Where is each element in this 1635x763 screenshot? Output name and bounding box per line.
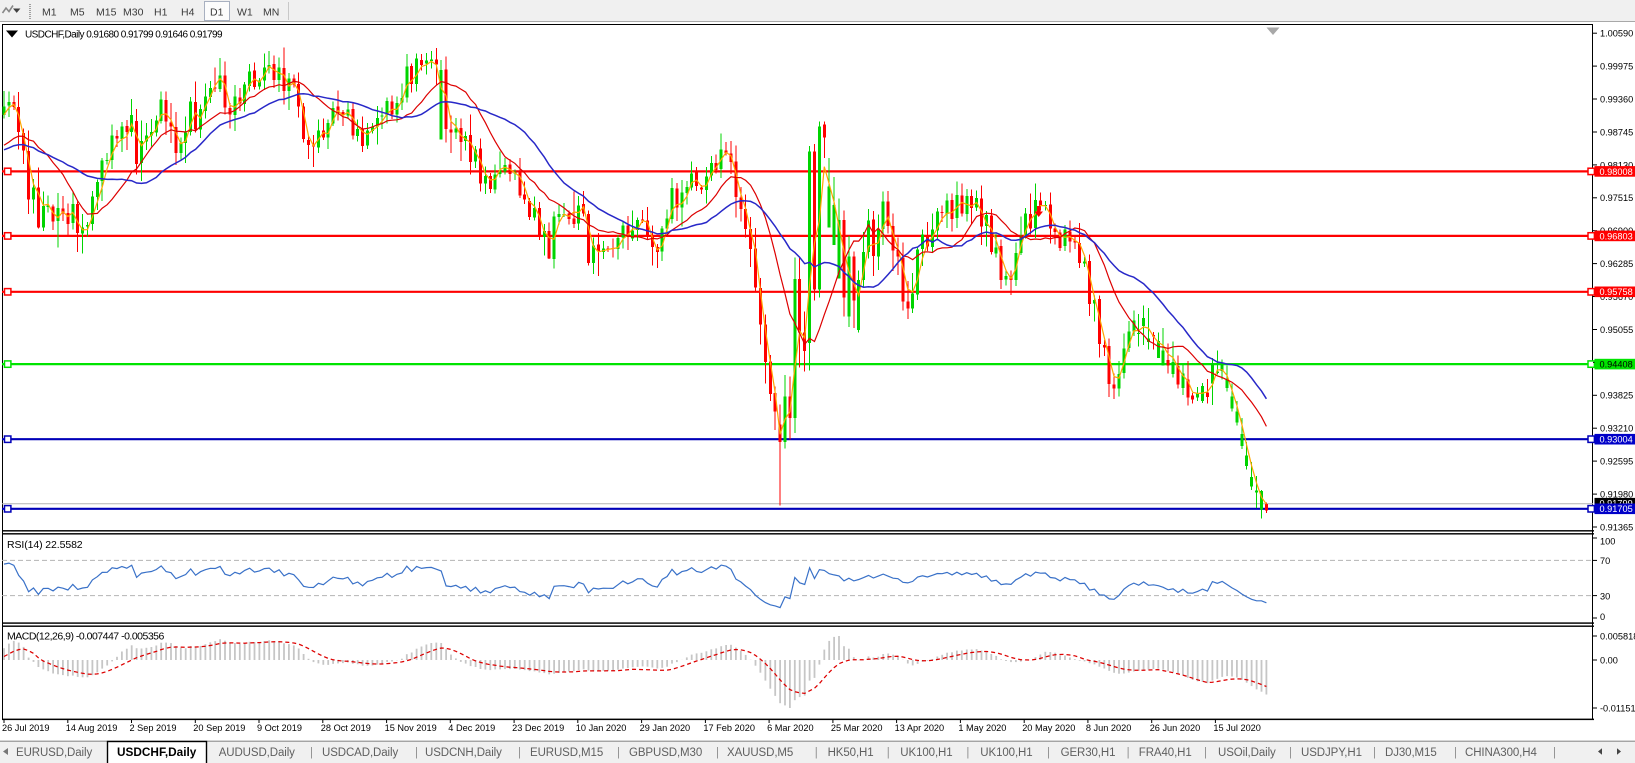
svg-text:0.96285: 0.96285 — [1600, 259, 1633, 269]
svg-text:1 May 2020: 1 May 2020 — [958, 723, 1006, 733]
svg-text:GER30,H1: GER30,H1 — [1061, 747, 1116, 759]
svg-text:HK50,H1: HK50,H1 — [828, 747, 874, 759]
svg-text:UK100,H1: UK100,H1 — [900, 747, 952, 759]
svg-text:15 Nov 2019: 15 Nov 2019 — [385, 723, 437, 733]
svg-text:H1: H1 — [154, 7, 168, 19]
svg-text:0.99975: 0.99975 — [1600, 62, 1633, 72]
svg-text:XAUUSD,M5: XAUUSD,M5 — [727, 747, 793, 759]
svg-text:|: | — [1454, 747, 1457, 759]
svg-text:20 Sep 2019: 20 Sep 2019 — [193, 723, 245, 733]
svg-text:M1: M1 — [42, 7, 57, 19]
svg-text:RSI(14) 22.5582: RSI(14) 22.5582 — [7, 539, 83, 551]
svg-text:|: | — [518, 747, 521, 759]
svg-text:0.98008: 0.98008 — [1600, 167, 1633, 177]
svg-text:0.99360: 0.99360 — [1600, 94, 1633, 104]
svg-text:|: | — [1289, 747, 1292, 759]
svg-text:-0.011514: -0.011514 — [1600, 704, 1635, 714]
svg-text:0.005818: 0.005818 — [1600, 632, 1635, 642]
svg-text:DJ30,M15: DJ30,M15 — [1385, 747, 1437, 759]
svg-text:FRA40,H1: FRA40,H1 — [1139, 747, 1192, 759]
svg-text:|: | — [1553, 747, 1556, 759]
svg-text:USDCNH,Daily: USDCNH,Daily — [425, 747, 502, 759]
svg-text:D1: D1 — [210, 7, 224, 19]
svg-text:29 Jan 2020: 29 Jan 2020 — [640, 723, 691, 733]
svg-text:0.92595: 0.92595 — [1600, 457, 1633, 467]
svg-text:9 Oct 2019: 9 Oct 2019 — [257, 723, 302, 733]
svg-text:15 Jul 2020: 15 Jul 2020 — [1213, 723, 1261, 733]
svg-text:USDJPY,H1: USDJPY,H1 — [1301, 747, 1362, 759]
svg-text:MN: MN — [263, 7, 279, 19]
svg-text:0: 0 — [1600, 612, 1605, 622]
svg-text:CHINA300,H4: CHINA300,H4 — [1465, 747, 1537, 759]
svg-text:GBPUSD,M30: GBPUSD,M30 — [629, 747, 702, 759]
svg-text:|: | — [815, 747, 818, 759]
svg-text:0.93825: 0.93825 — [1600, 391, 1633, 401]
svg-text:M30: M30 — [123, 7, 144, 19]
svg-text:|: | — [716, 747, 719, 759]
svg-text:0.93004: 0.93004 — [1600, 435, 1633, 445]
svg-text:AUDUSD,Daily: AUDUSD,Daily — [219, 747, 295, 759]
svg-text:0.98130: 0.98130 — [1600, 160, 1633, 170]
svg-text:10 Jan 2020: 10 Jan 2020 — [576, 723, 627, 733]
svg-text:|: | — [1047, 747, 1050, 759]
svg-text:0.95055: 0.95055 — [1600, 325, 1633, 335]
svg-text:H4: H4 — [181, 7, 195, 19]
svg-text:8 Jun 2020: 8 Jun 2020 — [1086, 723, 1131, 733]
svg-text:EURUSD,Daily: EURUSD,Daily — [16, 747, 92, 759]
svg-text:|: | — [1127, 747, 1130, 759]
svg-text:0.98745: 0.98745 — [1600, 127, 1633, 137]
svg-text:1.00590: 1.00590 — [1600, 29, 1633, 39]
svg-text:6 Mar 2020: 6 Mar 2020 — [767, 723, 813, 733]
svg-text:0.91980: 0.91980 — [1600, 490, 1633, 500]
svg-text:0.97515: 0.97515 — [1600, 193, 1633, 203]
svg-text:0.95758: 0.95758 — [1600, 287, 1633, 297]
svg-text:USDCHF,Daily 0.91680 0.91799: USDCHF,Daily 0.91680 0.91799 0.91646 0.9… — [25, 30, 223, 41]
svg-text:0.96803: 0.96803 — [1600, 231, 1633, 241]
svg-text:|: | — [1204, 747, 1207, 759]
svg-text:100: 100 — [1600, 537, 1615, 547]
svg-text:0.91365: 0.91365 — [1600, 522, 1633, 532]
svg-text:2 Sep 2019: 2 Sep 2019 — [130, 723, 177, 733]
svg-text:UK100,H1: UK100,H1 — [980, 747, 1032, 759]
svg-text:4 Dec 2019: 4 Dec 2019 — [448, 723, 495, 733]
svg-text:|: | — [887, 747, 890, 759]
svg-text:USOil,Daily: USOil,Daily — [1218, 747, 1276, 759]
svg-text:17 Feb 2020: 17 Feb 2020 — [703, 723, 755, 733]
svg-text:|: | — [966, 747, 969, 759]
svg-text:W1: W1 — [237, 7, 253, 19]
svg-text:28 Oct 2019: 28 Oct 2019 — [321, 723, 371, 733]
svg-text:|: | — [310, 747, 313, 759]
svg-text:30: 30 — [1600, 591, 1610, 601]
svg-text:25 Mar 2020: 25 Mar 2020 — [831, 723, 883, 733]
svg-text:0.93210: 0.93210 — [1600, 424, 1633, 434]
svg-text:14 Aug 2019: 14 Aug 2019 — [66, 723, 118, 733]
svg-text:MACD(12,26,9) -0.007447 -0.005: MACD(12,26,9) -0.007447 -0.005356 — [7, 631, 165, 643]
svg-text:26 Jun 2020: 26 Jun 2020 — [1150, 723, 1201, 733]
svg-text:M15: M15 — [96, 7, 117, 19]
svg-text:|: | — [1373, 747, 1376, 759]
svg-text:0.91705: 0.91705 — [1600, 504, 1633, 514]
svg-text:|: | — [617, 747, 620, 759]
svg-text:20 May 2020: 20 May 2020 — [1022, 723, 1075, 733]
svg-text:USDCHF,Daily: USDCHF,Daily — [117, 745, 197, 759]
svg-text:70: 70 — [1600, 556, 1610, 566]
svg-text:EURUSD,M15: EURUSD,M15 — [530, 747, 603, 759]
svg-text:0.00: 0.00 — [1600, 656, 1618, 666]
svg-text:26 Jul 2019: 26 Jul 2019 — [2, 723, 50, 733]
svg-text:0.94408: 0.94408 — [1600, 360, 1633, 370]
svg-text:23 Dec 2019: 23 Dec 2019 — [512, 723, 564, 733]
svg-text:M5: M5 — [70, 7, 85, 19]
svg-text:13 Apr 2020: 13 Apr 2020 — [895, 723, 945, 733]
svg-text:|: | — [415, 747, 418, 759]
svg-text:USDCAD,Daily: USDCAD,Daily — [322, 747, 398, 759]
